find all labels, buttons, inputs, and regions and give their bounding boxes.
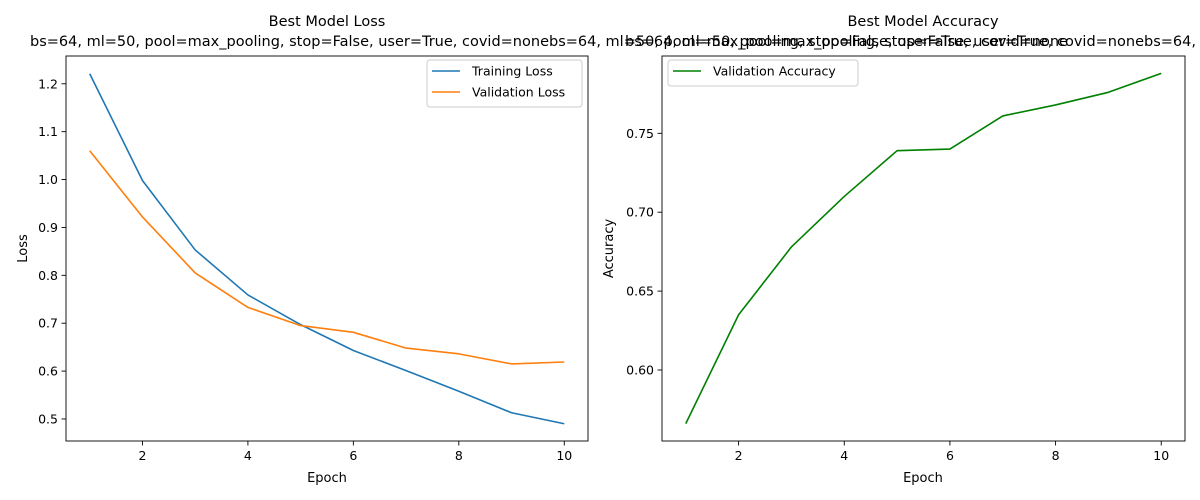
loss-chart-title: Best Model Loss xyxy=(269,14,386,30)
loss-plot-frame xyxy=(65,55,589,442)
accuracy-plot-frame xyxy=(661,55,1186,442)
loss-x-tick-label: 2 xyxy=(138,448,146,463)
loss-legend-label-training: Training Loss xyxy=(471,64,553,79)
loss-x-tick-label: 10 xyxy=(556,448,572,463)
loss-y-tick-label: 0.9 xyxy=(38,220,58,235)
accuracy-x-tick-label: 4 xyxy=(840,448,848,463)
loss-x-axis-label: Epoch xyxy=(307,471,347,486)
loss-legend: Training Loss Validation Loss xyxy=(426,59,583,108)
accuracy-x-tick-label: 2 xyxy=(735,448,743,463)
accuracy-legend-box xyxy=(667,59,859,87)
loss-x-tick-label: 4 xyxy=(244,448,252,463)
accuracy-plot-area: 2 4 6 8 10 0.60 0.65 0.70 0.75 xyxy=(626,72,1169,463)
loss-x-tick-label: 8 xyxy=(455,448,463,463)
accuracy-series-line-validation-accuracy xyxy=(685,72,1162,424)
loss-legend-box xyxy=(426,59,583,108)
accuracy-chart-title: Best Model Accuracy xyxy=(847,14,998,30)
accuracy-legend-label-validation: Validation Accuracy xyxy=(713,64,836,79)
loss-legend-label-validation: Validation Loss xyxy=(472,85,565,100)
loss-series-line-training-loss xyxy=(89,73,565,425)
accuracy-y-axis-label: Accuracy xyxy=(602,219,617,279)
accuracy-y-tick-label: 0.75 xyxy=(626,126,654,141)
accuracy-chart: Best Model Accuracy bs=64, ml=50, pool=m… xyxy=(602,14,1200,486)
accuracy-y-tick-label: 0.60 xyxy=(626,362,654,377)
loss-plot-area: 2 4 6 8 10 0.5 0.6 0.7 0.8 0.9 1.0 1.1 1.2 xyxy=(38,73,572,463)
loss-series-line-validation-loss xyxy=(89,150,565,365)
accuracy-chart-subtitle: bs=64, ml=50, pool=max_pooling, stop=Fal… xyxy=(625,34,1200,50)
accuracy-y-tick-label: 0.70 xyxy=(626,205,654,220)
accuracy-y-tick-label: 0.65 xyxy=(626,284,654,299)
loss-y-axis-label: Loss xyxy=(16,234,31,263)
loss-y-tick-label: 0.8 xyxy=(38,268,58,283)
loss-chart-subtitle: bs=64, ml=50, pool=max_pooling, stop=Fal… xyxy=(30,34,1068,50)
loss-y-tick-label: 1.1 xyxy=(38,124,58,139)
loss-y-tick-label: 1.2 xyxy=(38,76,58,91)
loss-y-tick-label: 0.5 xyxy=(38,411,58,426)
loss-chart: Best Model Loss bs=64, ml=50, pool=max_p… xyxy=(16,14,1068,486)
accuracy-x-tick-label: 8 xyxy=(1052,448,1060,463)
loss-y-tick-label: 0.6 xyxy=(38,364,58,379)
accuracy-x-tick-label: 6 xyxy=(946,448,954,463)
loss-x-tick-label: 6 xyxy=(349,448,357,463)
loss-y-tick-label: 1.0 xyxy=(38,172,58,187)
loss-y-tick-label: 0.7 xyxy=(38,316,58,331)
accuracy-x-tick-label: 10 xyxy=(1153,448,1169,463)
accuracy-legend: Validation Accuracy xyxy=(667,59,859,87)
accuracy-x-axis-label: Epoch xyxy=(903,471,943,486)
